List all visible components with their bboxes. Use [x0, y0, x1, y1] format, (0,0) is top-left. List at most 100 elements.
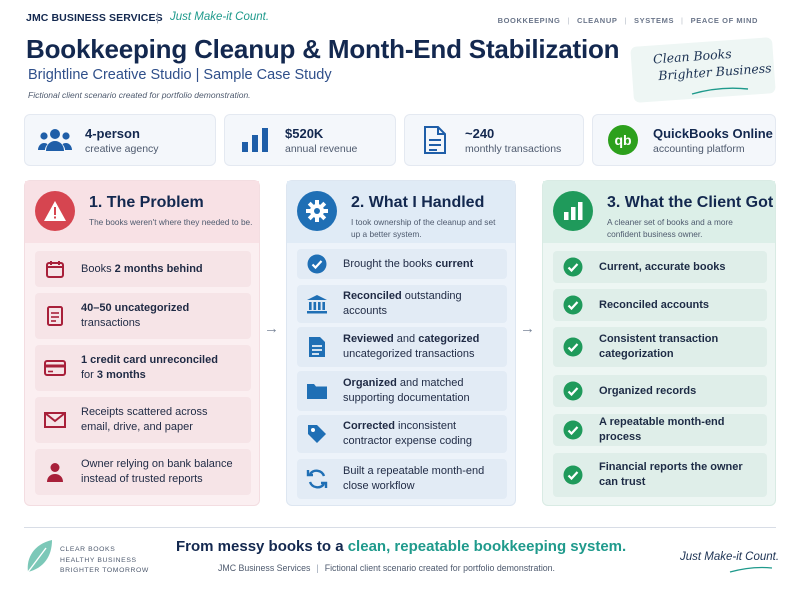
list-item: Owner relying on bank balance instead of…	[35, 449, 251, 495]
check-circle-icon	[561, 463, 585, 487]
nav-separator: |	[624, 16, 627, 25]
footer-slogan-line: HEALTHY BUSINESS	[60, 556, 137, 564]
check-circle-icon	[561, 335, 585, 359]
document-icon	[305, 335, 329, 359]
swash-decoration	[691, 87, 749, 95]
result-header: 3. What the Client Got A cleaner set of …	[543, 181, 775, 243]
list-item: A repeatable month-end process	[553, 414, 767, 446]
top-nav: BOOKKEEPING | CLEANUP | SYSTEMS | PEACE OF …	[498, 16, 758, 25]
item-text: Consistent transaction categorization	[599, 333, 719, 360]
result-title: 3. What the Client Got	[607, 194, 774, 211]
bank-icon	[305, 292, 329, 316]
nav-separator: |	[567, 16, 570, 25]
refresh-icon	[305, 467, 329, 491]
page-subtitle: Brightline Creative Studio | Sample Case…	[28, 67, 332, 83]
list-item: 40–50 uncategorized transactions	[35, 293, 251, 339]
list-item: Books 2 months behind	[35, 251, 251, 287]
problem-column: 1. The Problem The books weren't where t…	[24, 180, 260, 506]
document-list-icon	[43, 304, 67, 328]
footer-subline: JMC Business Services | Fictional client s…	[218, 563, 556, 573]
page-title: Bookkeeping Cleanup & Month-End Stabiliz…	[26, 34, 620, 64]
nav-item-peace-of-mind[interactable]: PEACE OF MIND	[690, 16, 758, 25]
list-item: Reviewed and categorized uncategorized t…	[297, 327, 507, 367]
team-icon	[37, 122, 73, 158]
stat-value: ~240	[465, 125, 495, 141]
list-item: Reconciled outstanding accounts	[297, 285, 507, 323]
list-item: Consistent transaction categorization	[553, 327, 767, 367]
bar-chart-icon	[237, 122, 273, 158]
leaf-icon	[27, 540, 52, 573]
item-text: Reconciled outstanding accounts	[343, 290, 462, 317]
brand-tagline: Just Make-it Count.	[170, 11, 270, 23]
warning-icon	[35, 191, 75, 231]
item-text: Financial reports the owner can trust	[599, 461, 743, 488]
check-circle-icon	[305, 252, 329, 276]
quickbooks-logo-icon: qb	[605, 122, 641, 158]
item-text: 40–50 uncategorized transactions	[81, 302, 190, 329]
check-circle-icon	[561, 255, 585, 279]
item-text: Books 2 months behind	[81, 262, 203, 275]
list-item: Current, accurate books	[553, 251, 767, 283]
handled-title: 2. What I Handled	[351, 194, 485, 211]
stat-value: $520K	[285, 125, 324, 141]
credit-card-icon	[43, 356, 67, 380]
handled-header: 2. What I Handled I took ownership of th…	[287, 181, 515, 243]
stat-card-platform: qb QuickBooks Online accounting platform	[592, 114, 776, 166]
nav-item-bookkeeping[interactable]: BOOKKEEPING	[497, 16, 561, 25]
check-circle-icon	[561, 293, 585, 317]
problem-title: 1. The Problem	[89, 194, 204, 211]
list-item: Organized and matched supporting documen…	[297, 371, 507, 411]
item-text: Reviewed and categorized uncategorized t…	[343, 333, 480, 360]
item-text: 1 credit card unreconciled for 3 months	[81, 354, 218, 381]
disclaimer-note: Fictional client scenario created for po…	[28, 90, 251, 100]
footer-slogan-line: CLEAR BOOKS	[60, 546, 116, 553]
list-item: Financial reports the owner can trust	[553, 453, 767, 497]
stat-label: accounting platform	[653, 142, 745, 155]
list-item: Built a repeatable month-end close workf…	[297, 459, 507, 499]
item-text: Organized records	[599, 384, 697, 397]
stat-value: QuickBooks Online	[653, 125, 773, 141]
list-item: Reconciled accounts	[553, 289, 767, 321]
stat-value: 4-person	[85, 125, 140, 141]
person-icon	[43, 460, 67, 484]
footer-headline: From messy books to a clean, repeatable …	[176, 538, 627, 555]
item-text: Reconciled accounts	[599, 298, 710, 311]
footer-slogan-line: BRIGHTER TOMORROW	[60, 567, 149, 574]
nav-item-cleanup[interactable]: CLEANUP	[576, 16, 618, 25]
check-circle-icon	[561, 379, 585, 403]
stat-card-transactions: ~240 monthly transactions	[404, 114, 584, 166]
nav-item-systems[interactable]: SYSTEMS	[634, 16, 675, 25]
document-icon	[417, 122, 453, 158]
stat-card-revenue: $520K annual revenue	[224, 114, 396, 166]
stat-label: creative agency	[85, 142, 159, 155]
envelope-icon	[43, 408, 67, 432]
calendar-icon	[43, 257, 67, 281]
item-text: Built a repeatable month-end close workf…	[343, 465, 485, 492]
problem-header: 1. The Problem The books weren't where t…	[25, 181, 259, 243]
list-item: Receipts scattered across email, drive, …	[35, 397, 251, 443]
list-item: Brought the books current	[297, 249, 507, 279]
result-column: 3. What the Client Got A cleaner set of …	[542, 180, 776, 506]
check-circle-icon	[561, 418, 585, 442]
footer-divider	[24, 527, 776, 528]
item-text: Brought the books current	[343, 257, 474, 270]
item-text: Current, accurate books	[599, 260, 726, 273]
brand-name: JMC BUSINESS SERVICES	[26, 12, 163, 24]
item-text: Receipts scattered across email, drive, …	[81, 406, 208, 433]
arrow-right-icon: →	[520, 320, 535, 337]
handled-column: 2. What I Handled I took ownership of th…	[286, 180, 516, 506]
footer-slogan: CLEAR BOOKS HEALTHY BUSINESS BRIGHTER TO…	[60, 545, 149, 577]
gear-icon	[297, 191, 337, 231]
svg-text:qb: qb	[614, 132, 631, 148]
swash-decoration	[729, 566, 773, 573]
footer-tagline: Just Make-it Count.	[680, 551, 780, 563]
item-text: Corrected inconsistent contractor expens…	[343, 420, 473, 447]
problem-subtitle: The books weren't where they needed to b…	[89, 217, 253, 227]
stat-card-team: 4-person creative agency	[24, 114, 216, 166]
arrow-right-icon: →	[264, 320, 279, 337]
item-text: A repeatable month-end process	[599, 416, 725, 443]
stat-label: annual revenue	[285, 142, 358, 155]
nav-separator: |	[681, 16, 684, 25]
item-text: Owner relying on bank balance instead of…	[81, 458, 233, 485]
result-subtitle: A cleaner set of books and a more confid…	[607, 217, 733, 239]
